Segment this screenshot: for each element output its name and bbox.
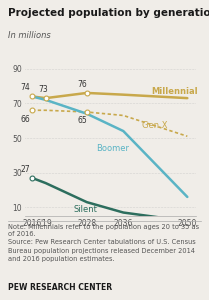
Text: In millions: In millions [8,32,51,40]
Text: Projected population by generation: Projected population by generation [8,8,209,17]
Text: Note: Millennials refer to the population ages 20 to 35 as
of 2016.
Source: Pew : Note: Millennials refer to the populatio… [8,224,199,262]
Text: 66: 66 [20,115,30,124]
Text: 76: 76 [77,80,87,88]
Text: Silent: Silent [73,205,97,214]
Text: PEW RESEARCH CENTER: PEW RESEARCH CENTER [8,284,112,292]
Text: 73: 73 [38,85,48,94]
Text: Millennial: Millennial [151,87,197,96]
Text: Gen X: Gen X [142,122,167,130]
Text: 65: 65 [77,116,87,125]
Text: 27: 27 [20,164,30,173]
Text: Boomer: Boomer [96,144,129,153]
Text: 74: 74 [20,83,30,92]
